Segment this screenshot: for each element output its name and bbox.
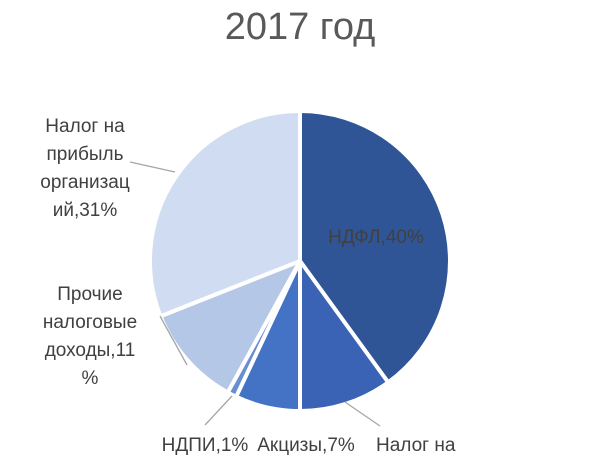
leader-line-6 [129,161,176,173]
leader-line-4 [204,395,233,426]
pie-slice-6 [148,109,302,319]
data-label-4: НДПИ,1% [162,435,249,456]
pie-slice-1 [298,109,452,385]
data-label-6: Налог на прибыль организац ий,31% [40,116,130,221]
data-label-1: НДФЛ,40% [328,227,424,248]
leader-line-5 [159,315,188,366]
data-label-5: Прочие налоговые доходы,11% [43,284,137,389]
data-label-3: Акцизы,7% [257,435,355,456]
leader-line-2 [344,401,381,427]
data-label-2: Налог на [376,435,456,456]
chart-title: 2017 год [224,6,376,48]
